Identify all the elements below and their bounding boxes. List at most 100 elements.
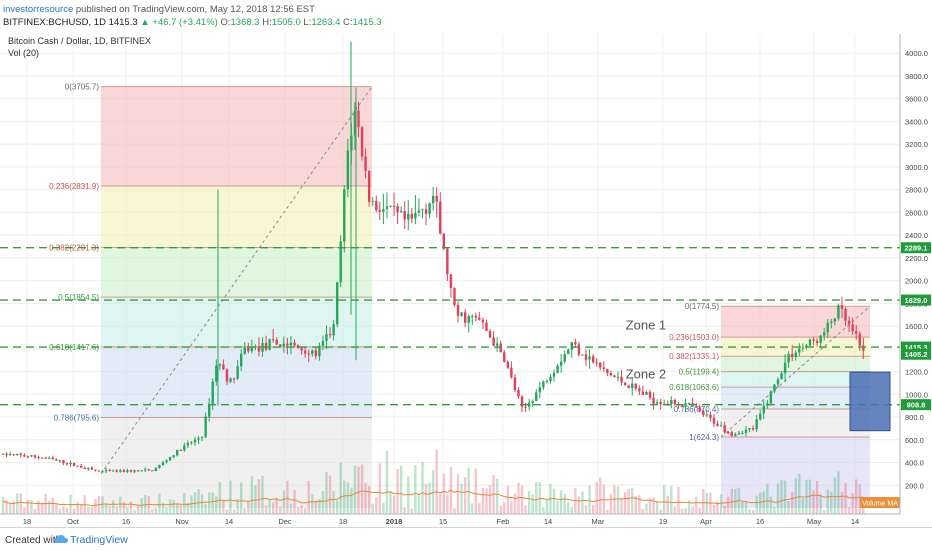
fib-left-level-label: 0.5(1854.5) <box>58 293 99 302</box>
fib-left-trendline <box>100 86 373 475</box>
candle-body <box>858 333 861 346</box>
volume-bar <box>76 501 79 514</box>
volume-bar <box>815 480 819 514</box>
candle-body <box>506 361 510 368</box>
volume-bar <box>485 488 488 514</box>
candle-body <box>602 367 605 369</box>
fib-right-level-label: 0(1774.5) <box>685 302 720 311</box>
volume-bar <box>524 505 527 514</box>
candle-body <box>439 201 442 234</box>
volume-bar <box>819 494 822 514</box>
candle-body <box>702 411 705 416</box>
y-tick-label: 400.0 <box>905 459 924 468</box>
candle-body <box>314 350 318 357</box>
candle-body <box>748 428 751 430</box>
volume-bar <box>673 506 677 514</box>
candle-body <box>1 453 5 455</box>
candle-body <box>446 248 449 275</box>
volume-bar <box>399 466 403 514</box>
zone-annotation: Zone 2 <box>626 366 666 381</box>
candle-body <box>524 406 527 408</box>
volume-bar <box>751 509 755 514</box>
volume-bar <box>16 493 19 514</box>
candle-body <box>378 210 382 213</box>
volume-ma-line <box>2 489 864 507</box>
y-tick-label: 3800.0 <box>905 72 928 81</box>
candle-body <box>581 354 584 356</box>
volume-bar <box>90 506 94 514</box>
volume-bar <box>72 508 76 514</box>
symbol-label: BITFINEX:BCHUSD, 1D <box>3 17 106 28</box>
publish-text: published on TradingView.com, May 12, 20… <box>75 4 315 15</box>
fib-right-level-label: 0.236(1503.0) <box>669 333 719 342</box>
candle-body <box>527 402 531 407</box>
candles <box>1 41 865 474</box>
volume-bar <box>225 509 229 514</box>
volume-bar <box>410 508 414 514</box>
volume-bar <box>55 503 58 514</box>
volume-bar <box>798 473 801 514</box>
volume-bar <box>705 492 709 514</box>
candle-body <box>62 460 65 464</box>
candle-body <box>186 443 190 446</box>
volume-bar <box>40 502 44 514</box>
volume-bar <box>275 497 278 514</box>
volume-bar <box>787 501 790 514</box>
fib-left-band <box>101 346 372 418</box>
volume-bar <box>236 498 239 514</box>
volume-bar <box>80 503 83 514</box>
candle-body <box>588 356 591 360</box>
volume-bar <box>702 489 705 514</box>
volume-bar <box>318 498 321 514</box>
candle-body <box>215 365 218 382</box>
candle-body <box>478 317 481 320</box>
candle-body <box>403 210 406 220</box>
candle-body <box>741 433 744 435</box>
volume-bar <box>687 500 691 514</box>
candle-body <box>463 312 467 323</box>
fib-right-band <box>721 306 870 338</box>
candle-body <box>353 110 357 136</box>
volume-bar <box>655 501 659 514</box>
candle-body <box>542 381 545 388</box>
candle-body <box>311 350 314 354</box>
volume-bar <box>517 482 520 514</box>
volume-bar <box>207 492 211 514</box>
candle-body <box>417 210 421 213</box>
fib-right-level-label: 1(624.3) <box>689 433 719 442</box>
tradingview-brand-link[interactable]: TradingView <box>70 534 128 546</box>
volume-bar <box>382 502 385 514</box>
volume-bar <box>574 488 577 514</box>
candle-body <box>55 459 58 461</box>
fib-right-level-label: 0.786(870.4) <box>674 405 720 414</box>
candle-body <box>293 342 296 346</box>
candle-body <box>503 352 506 362</box>
candle-body <box>709 414 712 419</box>
volume-bar <box>620 498 623 514</box>
candle-body <box>257 346 261 352</box>
candle-body <box>87 467 90 470</box>
fib-left-level-label: 0.236(2831.9) <box>49 182 99 191</box>
author-link[interactable]: investorresource <box>3 4 74 15</box>
volume-bar <box>325 472 328 514</box>
candle-body <box>855 331 858 334</box>
candle-body <box>250 346 254 352</box>
candle-body <box>762 405 765 414</box>
volume-bar <box>314 501 318 514</box>
volume-ma-label: Volume MA <box>862 501 898 508</box>
candle-body <box>609 373 613 376</box>
volume-bar <box>545 499 549 514</box>
candle-body <box>122 470 126 472</box>
x-tick-label: Apr <box>700 517 712 526</box>
volume-bar <box>577 496 581 514</box>
candle-body <box>833 318 837 322</box>
volume-bar <box>375 497 378 514</box>
candle-body <box>346 150 350 190</box>
volume-bar <box>250 476 254 514</box>
fib-right-level-label: 0.382(1335.1) <box>669 352 719 361</box>
candle-body <box>801 347 805 349</box>
volume-bar <box>385 450 389 514</box>
candle-body <box>385 206 389 210</box>
volume-bar <box>453 508 456 514</box>
price-chart[interactable]: 0(3705.7) 0.236(2831.9) 0.382(2291.3) 0.5(1… <box>0 34 932 527</box>
